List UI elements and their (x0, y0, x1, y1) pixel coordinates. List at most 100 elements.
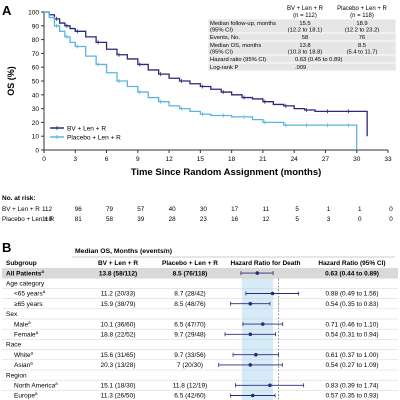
forest-arm-b-value: 8.5 (48/76) (174, 301, 205, 308)
forest-arm-b-value: 6.5 (47/70) (174, 321, 205, 328)
forest-arm-a-value: 15.6 (31/65) (100, 352, 135, 359)
panel-label-b: B (2, 240, 11, 255)
forest-hr-text: 0.54 (0.27 to 1.09) (325, 362, 378, 369)
at-risk-title: No. at risk: (2, 195, 36, 202)
forest-point-estimate (248, 332, 253, 337)
x-tick-label: 12 (165, 156, 173, 163)
forest-row-label: <65 yearsa (14, 289, 46, 298)
at-risk-value: 0 (389, 216, 393, 223)
forest-hr-text: 0.61 (0.37 to 1.00) (325, 352, 378, 359)
x-axis-label: Time Since Random Assignment (months) (131, 167, 322, 178)
stats-col-header-0: BV + Len + R (287, 6, 324, 12)
km-axes: 0 10 20 30 40 50 60 70 80 90 100 0 3 6 9 12 15 18 21 24 27 30… (6, 10, 392, 179)
x-tick-label: 15 (197, 156, 205, 163)
at-risk-value: 1 (327, 206, 331, 213)
forest-point-estimate (254, 352, 258, 357)
km-curve-series-0 (44, 11, 368, 137)
stats-row-label: Median follow-up, months (210, 21, 276, 27)
forest-point-estimate (248, 363, 253, 367)
x-tick-label: 24 (291, 156, 299, 163)
forest-arm-a-value: 10.1 (36/60) (100, 321, 135, 328)
stats-row-label: (95% CI) (210, 28, 233, 34)
at-risk-value: 81 (75, 216, 83, 223)
forest-arm-a-value: 13.8 (58/112) (99, 270, 137, 277)
stats-row-label: Events, No. (210, 35, 240, 41)
at-risk-value: 12 (262, 216, 270, 223)
legend-label-0: BV + Len + R (67, 125, 106, 132)
forest-point-estimate (270, 291, 275, 296)
forest-hr-text: 0.57 (0.35 to 0.93) (325, 393, 378, 400)
forest-header-hr-text: Hazard Ratio (95% CI) (318, 260, 385, 267)
at-risk-row-label-0: BV + Len + R (2, 206, 40, 213)
stats-row-label: Median OS, months (210, 43, 261, 49)
at-risk-value: 112 (42, 206, 53, 213)
panel-label-a: A (2, 3, 12, 18)
at-risk-value: 30 (200, 206, 208, 213)
forest-hr-text: 0.54 (0.35 to 0.83) (325, 301, 378, 308)
stats-value-arm-a: 0.63 (0.45 to 0.89) (295, 57, 342, 63)
forest-row-label: All Patientsa (6, 269, 44, 278)
at-risk-value: 28 (169, 216, 177, 223)
forest-point-estimate (250, 393, 255, 398)
y-tick-label: 60 (32, 65, 40, 72)
stats-value-arm-a: (12.2 to 18.1) (288, 28, 323, 34)
at-risk-value: 16 (231, 216, 239, 223)
legend-label-1: Placebo + Len + R (67, 134, 121, 141)
at-risk-value: 58 (106, 216, 114, 223)
forest-arm-a-value: 15.1 (18/30) (100, 383, 135, 390)
forest-arm-b-value: 8.7 (28/42) (174, 291, 205, 298)
at-risk-value: 11 (263, 206, 270, 213)
stats-value-arm-b: 18.9 (356, 21, 367, 27)
forest-point-estimate (268, 383, 272, 388)
x-tick-label: 30 (353, 156, 361, 163)
forest-row-label: Whitea (14, 350, 34, 359)
at-risk-value: 1 (358, 206, 362, 213)
forest-arm-a-value: 15.9 (38/79) (100, 301, 135, 308)
forest-overall-row-bg (2, 268, 398, 279)
stats-value-arm-b: 8.5 (358, 43, 366, 49)
x-tick-label: 33 (384, 156, 392, 163)
stats-value-arm-b: (5.4 to 11.7) (347, 50, 378, 56)
forest-point-estimate (255, 271, 260, 275)
forest-row-label: Age category (6, 281, 45, 288)
stats-value-arm-b: 76 (359, 35, 365, 41)
forest-row-label: North Americaa (14, 381, 58, 390)
stats-value-arm-b: (12.2 to 23.2) (345, 28, 380, 34)
x-tick-label: 0 (42, 156, 46, 163)
forest-arm-b-value: 7 (20/30) (177, 362, 203, 369)
stats-col-header-1: Placebo + Len + R (337, 6, 387, 12)
stats-value-arm-a: 15.5 (299, 21, 310, 27)
y-tick-label: 0 (35, 148, 39, 155)
x-tick-label: 18 (228, 156, 236, 163)
stats-value-arm-a: .009 (295, 65, 306, 71)
forest-hr-text: 0.63 (0.44 to 0.89) (325, 270, 379, 277)
y-tick-label: 50 (32, 79, 40, 86)
forest-header-hr-plot: Hazard Ratio for Death (230, 260, 300, 267)
stats-col-header-0: (n = 112) (293, 13, 317, 19)
at-risk-value: 57 (137, 206, 145, 213)
stats-value-arm-a: 13.8 (299, 43, 310, 49)
x-tick-label: 6 (105, 156, 109, 163)
forest-header-arm-a: BV + Len + R (98, 260, 138, 267)
km-legend: BV + Len + R Placebo + Len + R (50, 125, 121, 141)
y-tick-label: 100 (28, 10, 39, 17)
forest-arm-a-value: 11.3 (26/50) (101, 393, 136, 400)
forest-arm-a-value: 20.3 (13/28) (100, 362, 135, 369)
at-risk-value: 17 (231, 206, 239, 213)
y-tick-label: 10 (32, 134, 40, 141)
forest-row-label: Asiana (14, 361, 33, 370)
forest-row-label: Race (6, 342, 22, 349)
forest-point-estimate (248, 301, 253, 306)
at-risk-value: 39 (137, 216, 145, 223)
forest-point-estimate (260, 322, 265, 326)
forest-arm-a-value: 11.2 (20/33) (101, 291, 136, 298)
stats-row-label: (95% CI) (210, 50, 233, 56)
at-risk-value: 0 (358, 216, 362, 223)
forest-arm-b-value: 6.5 (42/60) (174, 393, 205, 400)
forest-row-label: Region (6, 372, 27, 379)
y-tick-label: 20 (32, 120, 40, 127)
km-stats-table: BV + Len + R(n = 112) Placebo + Len + R(n… (207, 6, 397, 72)
forest-arm-b-value: 8.5 (76/118) (173, 270, 208, 277)
x-tick-label: 27 (322, 156, 330, 163)
